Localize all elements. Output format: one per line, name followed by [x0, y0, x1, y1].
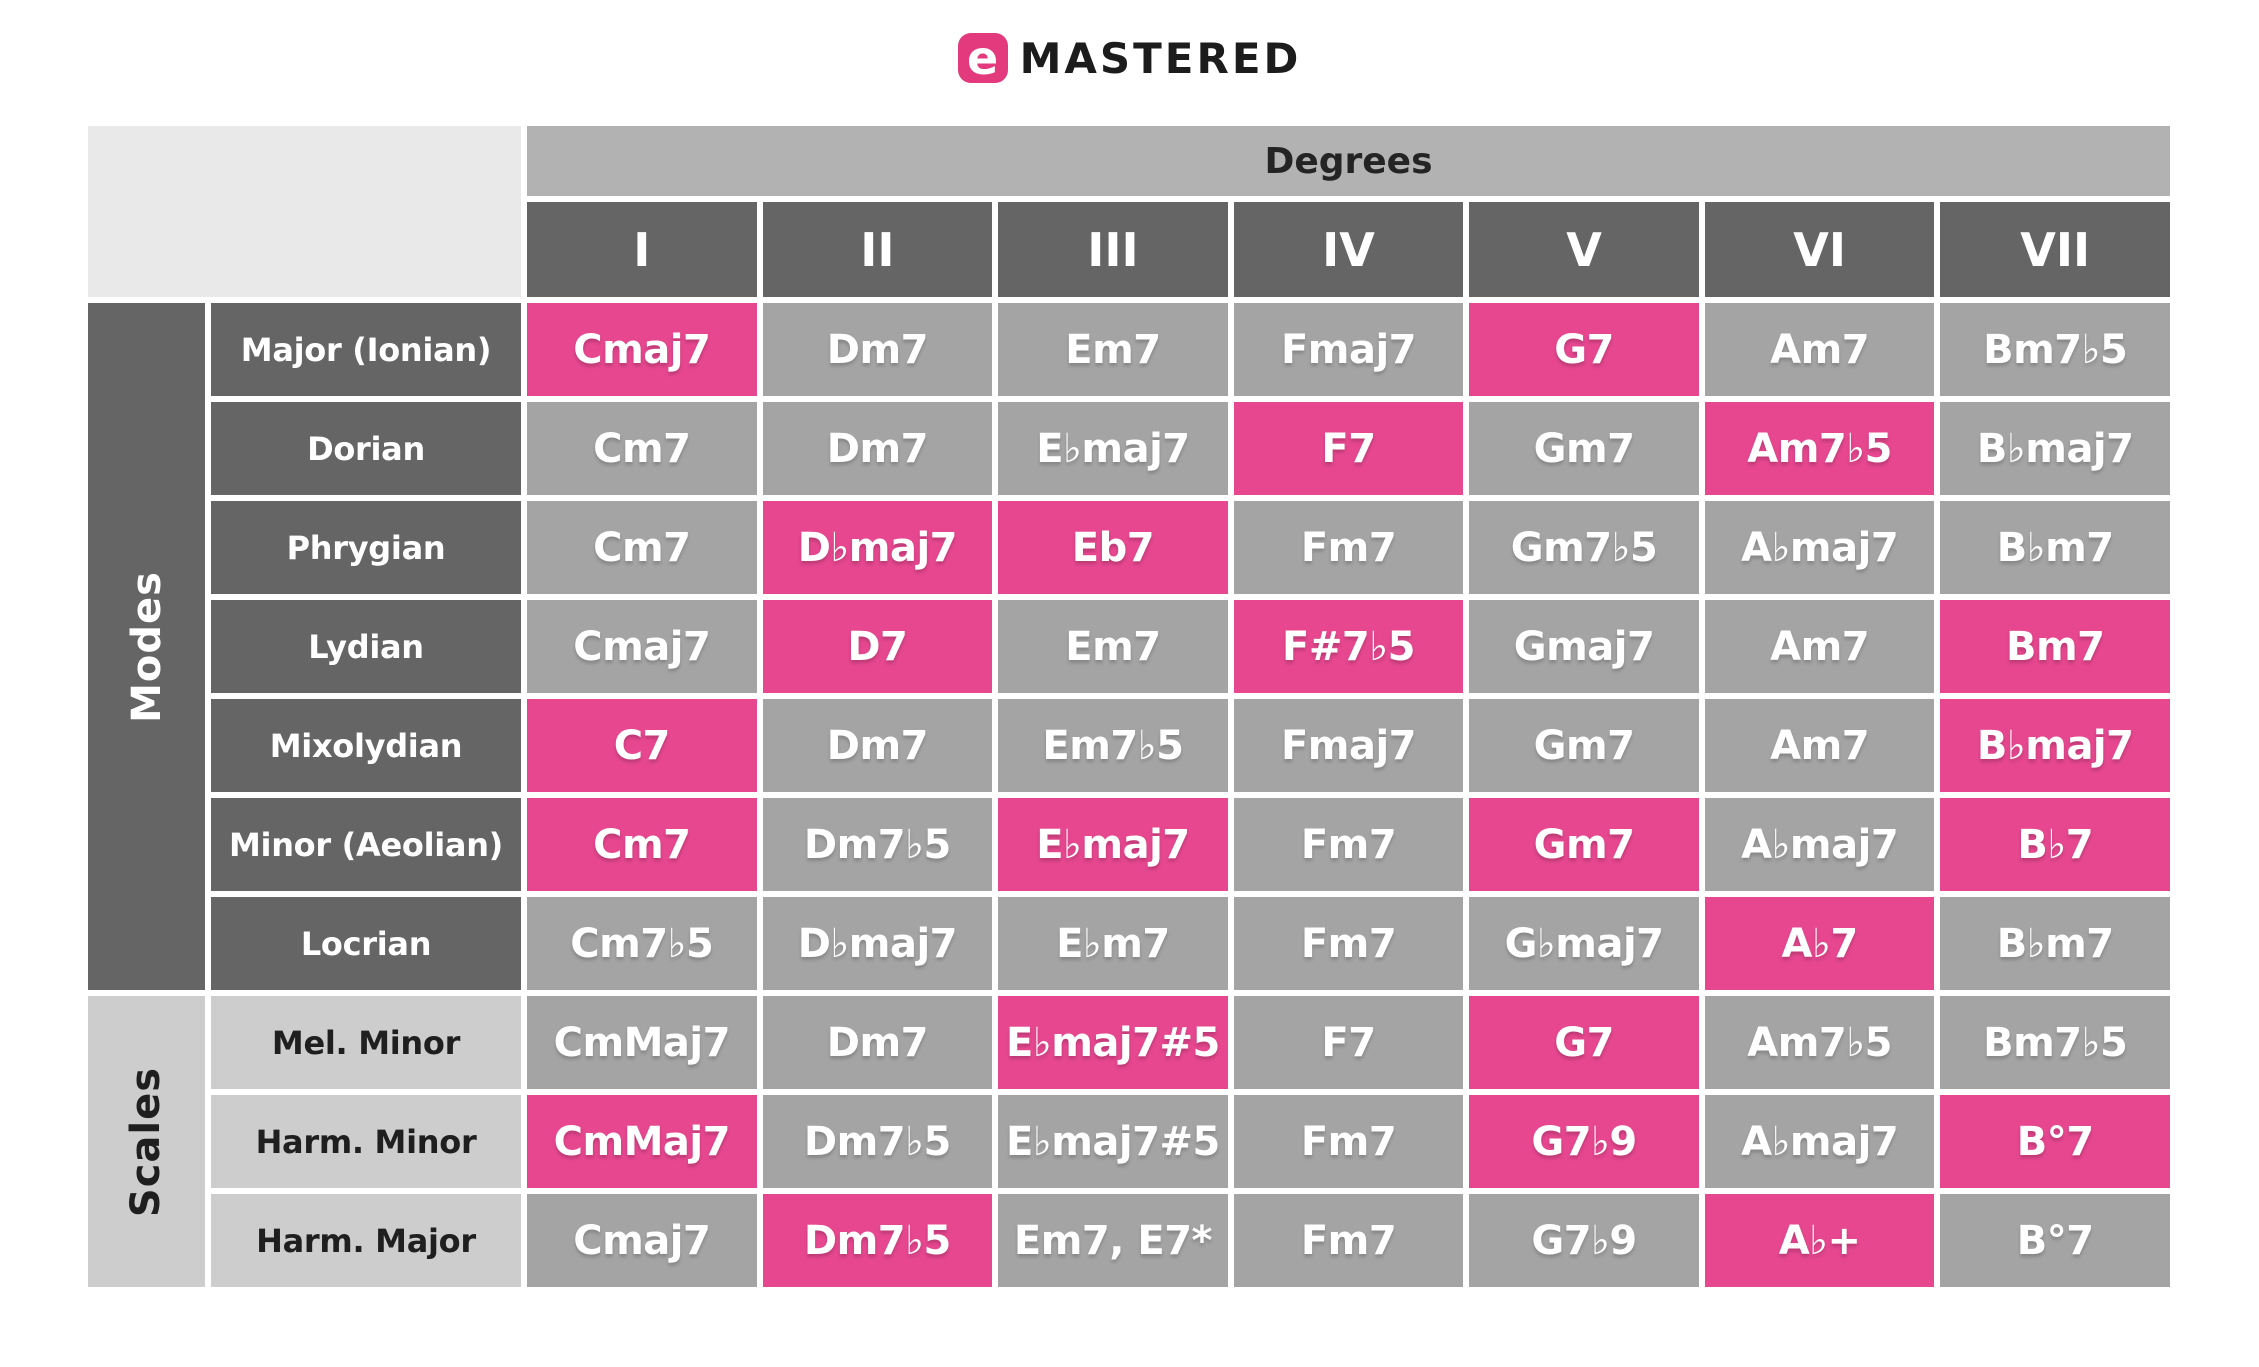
chord-cell: Cmaj7: [527, 303, 757, 396]
chord-cell: Em7♭5: [998, 699, 1228, 792]
chord-cell: F7: [1233, 402, 1464, 495]
chord-cell: B°7: [1940, 1095, 2170, 1188]
chord-cell: Am7♭5: [1704, 402, 1935, 495]
chord-cell: Bm7: [1940, 600, 2170, 693]
chord-cell: Am7: [1704, 699, 1935, 792]
chord-cell: Fm7: [1233, 897, 1464, 990]
chord-cell: G7: [1469, 303, 1699, 396]
chord-cell: Dm7♭5: [762, 1194, 993, 1287]
chord-cell: Am7♭5: [1704, 996, 1935, 1089]
chord-cell: Eb7: [998, 501, 1228, 594]
chord-cell: Fm7: [1233, 501, 1464, 594]
row-label: Lydian: [211, 600, 521, 693]
chord-cell: D♭maj7: [762, 501, 993, 594]
row-label: Locrian: [211, 897, 521, 990]
chord-cell: Gm7: [1469, 699, 1699, 792]
chord-cell: Cm7: [527, 501, 757, 594]
chord-cell: F#7♭5: [1233, 600, 1464, 693]
chord-cell: Gm7: [1469, 402, 1699, 495]
row-label: Major (Ionian): [211, 303, 521, 396]
chord-cell: Dm7♭5: [762, 798, 993, 891]
chord-cell: E♭maj7#5: [998, 1095, 1228, 1188]
chord-cell: A♭maj7: [1704, 1095, 1935, 1188]
chord-cell: A♭+: [1704, 1194, 1935, 1287]
chord-cell: Em7: [998, 303, 1228, 396]
chord-cell: B♭maj7: [1940, 402, 2170, 495]
degrees-header: Degrees: [527, 126, 2170, 196]
chord-cell: A♭7: [1704, 897, 1935, 990]
chord-cell: Cm7: [527, 798, 757, 891]
chord-cell: G7♭9: [1469, 1194, 1699, 1287]
degree-column-header: I: [527, 202, 757, 297]
chord-cell: C7: [527, 699, 757, 792]
chord-cell: B°7: [1940, 1194, 2170, 1287]
chord-cell: G♭maj7: [1469, 897, 1699, 990]
scales-group-label: Scales: [88, 996, 205, 1287]
brand-name: MASTERED: [1019, 33, 1302, 83]
chord-cell: E♭maj7: [998, 402, 1228, 495]
chord-cell: Gmaj7: [1469, 600, 1699, 693]
chord-cell: Fm7: [1233, 798, 1464, 891]
table-corner-spacer: [88, 126, 521, 297]
degree-column-header: VII: [1940, 202, 2170, 297]
chord-cell: Em7, E7*: [998, 1194, 1228, 1287]
chord-cell: A♭maj7: [1704, 798, 1935, 891]
vertical-label-text: Modes: [123, 570, 170, 723]
chord-cell: E♭m7: [998, 897, 1228, 990]
chord-cell: D♭maj7: [762, 897, 993, 990]
degree-column-header: II: [762, 202, 993, 297]
chord-cell: Am7: [1704, 600, 1935, 693]
chord-cell: E♭maj7#5: [998, 996, 1228, 1089]
chord-cell: Dm7: [762, 699, 993, 792]
chord-cell: Bm7♭5: [1940, 996, 2170, 1089]
chord-cell: Cmaj7: [527, 600, 757, 693]
chord-cell: Gm7♭5: [1469, 501, 1699, 594]
chord-cell: Gm7: [1469, 798, 1699, 891]
chord-cell: Fmaj7: [1233, 303, 1464, 396]
degree-column-header: V: [1469, 202, 1699, 297]
chord-cell: Fm7: [1233, 1194, 1464, 1287]
row-label: Minor (Aeolian): [211, 798, 521, 891]
chord-cell: E♭maj7: [998, 798, 1228, 891]
degree-column-header: VI: [1704, 202, 1935, 297]
chord-cell: D7: [762, 600, 993, 693]
degree-column-header: IV: [1233, 202, 1464, 297]
chord-cell: F7: [1233, 996, 1464, 1089]
chord-degree-table: Degrees I II III IV V VI VII Modes Major (Ionian…: [88, 126, 2170, 1287]
row-label: Dorian: [211, 402, 521, 495]
row-label: Mel. Minor: [211, 996, 521, 1089]
brand-logo: e MASTERED: [0, 0, 2259, 92]
chord-cell: Dm7: [762, 303, 993, 396]
chord-cell: G7♭9: [1469, 1095, 1699, 1188]
chord-cell: Fmaj7: [1233, 699, 1464, 792]
chord-cell: Fm7: [1233, 1095, 1464, 1188]
chord-cell: CmMaj7: [527, 1095, 757, 1188]
chord-cell: Bm7♭5: [1940, 303, 2170, 396]
chord-cell: G7: [1469, 996, 1699, 1089]
chord-cell: Cm7: [527, 402, 757, 495]
chord-cell: Em7: [998, 600, 1228, 693]
row-label: Phrygian: [211, 501, 521, 594]
chord-cell: CmMaj7: [527, 996, 757, 1089]
row-label: Harm. Minor: [211, 1095, 521, 1188]
chord-cell: Am7: [1704, 303, 1935, 396]
row-label: Mixolydian: [211, 699, 521, 792]
row-label: Harm. Major: [211, 1194, 521, 1287]
chord-cell: B♭7: [1940, 798, 2170, 891]
modes-group-label: Modes: [88, 303, 205, 990]
chord-cell: Cm7♭5: [527, 897, 757, 990]
vertical-label-text: Scales: [123, 1066, 170, 1217]
chord-cell: Dm7: [762, 402, 993, 495]
chord-cell: B♭m7: [1940, 897, 2170, 990]
chord-cell: Cmaj7: [527, 1194, 757, 1287]
emastered-icon: e: [957, 33, 1008, 83]
degree-column-header: III: [998, 202, 1228, 297]
chord-cell: Dm7: [762, 996, 993, 1089]
chord-cell: B♭m7: [1940, 501, 2170, 594]
chord-cell: B♭maj7: [1940, 699, 2170, 792]
chord-cell: A♭maj7: [1704, 501, 1935, 594]
chord-cell: Dm7♭5: [762, 1095, 993, 1188]
